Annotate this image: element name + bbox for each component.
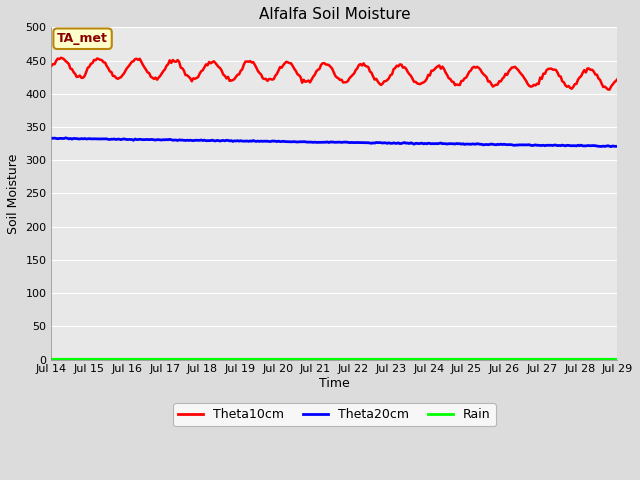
- Theta10cm: [605, 87, 613, 93]
- Legend: Theta10cm, Theta20cm, Rain: Theta10cm, Theta20cm, Rain: [173, 404, 495, 426]
- Theta10cm: [246, 58, 254, 64]
- Theta10cm: [218, 68, 225, 73]
- Theta20cm: [297, 139, 305, 145]
- Theta20cm: [118, 136, 126, 142]
- Theta10cm: [47, 63, 55, 69]
- Theta20cm: [62, 135, 70, 141]
- Theta20cm: [47, 135, 55, 141]
- Theta10cm: [237, 68, 244, 74]
- Theta20cm: [246, 138, 254, 144]
- Y-axis label: Soil Moisture: Soil Moisture: [7, 153, 20, 234]
- Theta10cm: [614, 76, 621, 82]
- Rain: [117, 356, 125, 362]
- Rain: [244, 356, 252, 362]
- Theta20cm: [237, 138, 244, 144]
- Theta10cm: [118, 72, 126, 78]
- Theta20cm: [614, 144, 621, 149]
- Line: Theta10cm: Theta10cm: [51, 58, 618, 90]
- Title: Alfalfa Soil Moisture: Alfalfa Soil Moisture: [259, 7, 410, 22]
- Line: Theta20cm: Theta20cm: [51, 138, 618, 147]
- Theta20cm: [218, 138, 225, 144]
- Theta20cm: [584, 143, 591, 148]
- Rain: [295, 356, 303, 362]
- Theta10cm: [57, 55, 65, 60]
- Theta10cm: [297, 74, 305, 80]
- X-axis label: Time: Time: [319, 377, 350, 390]
- Rain: [236, 356, 243, 362]
- Text: TA_met: TA_met: [57, 32, 108, 45]
- Rain: [582, 356, 589, 362]
- Rain: [216, 356, 224, 362]
- Rain: [614, 356, 621, 362]
- Rain: [47, 356, 55, 362]
- Theta20cm: [607, 144, 615, 150]
- Theta10cm: [584, 65, 591, 71]
